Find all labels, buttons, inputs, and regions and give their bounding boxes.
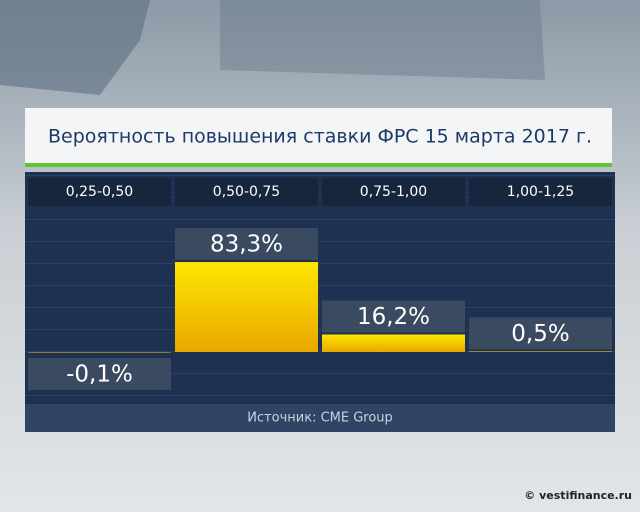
data-label: 16,2% <box>357 304 430 330</box>
source-panel <box>25 404 615 432</box>
decor <box>0 0 150 95</box>
x-tick-label: 0,25-0,50 <box>66 184 133 200</box>
x-tick-label: 1,00-1,25 <box>507 184 574 200</box>
header-cell <box>469 178 612 206</box>
bar <box>175 262 318 352</box>
data-label: 83,3% <box>210 232 283 258</box>
label-box <box>28 358 171 390</box>
watermark: © vestifinance.ru <box>524 489 632 502</box>
data-label: -0,1% <box>66 362 133 388</box>
label-box <box>322 300 465 333</box>
source: Источник: CME Group <box>247 411 393 426</box>
label-box <box>469 317 612 350</box>
header-cell <box>175 178 318 206</box>
title-panel <box>25 108 612 166</box>
header-cell <box>28 178 171 206</box>
data-label: 0,5% <box>511 321 569 347</box>
bar <box>28 352 171 353</box>
bar <box>322 334 465 352</box>
header-cell <box>322 178 465 206</box>
chart-title: Вероятность повышения ставки ФРС 15 март… <box>48 126 592 148</box>
x-tick-label: 0,75-1,00 <box>360 184 427 200</box>
bar <box>469 351 612 352</box>
label-box <box>175 228 318 261</box>
decor <box>220 0 545 80</box>
title-accent <box>25 163 612 167</box>
x-tick-label: 0,50-0,75 <box>213 184 280 200</box>
